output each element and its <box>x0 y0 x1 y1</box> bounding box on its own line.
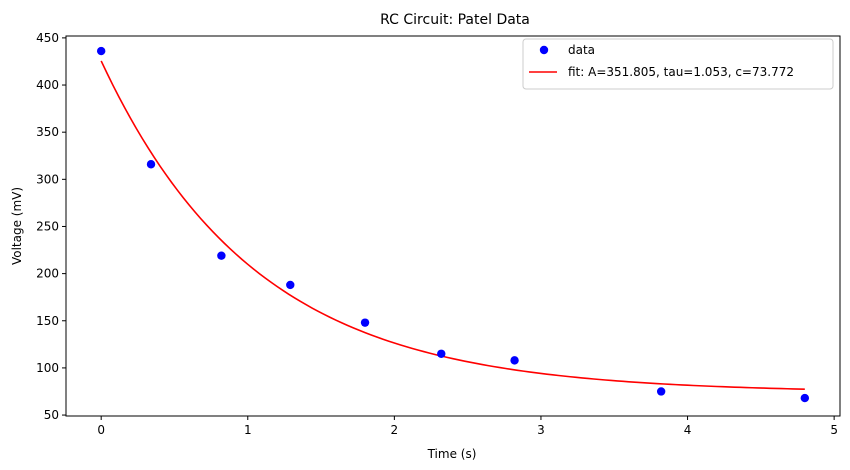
y-tick-label: 400 <box>36 78 59 92</box>
y-tick-label: 100 <box>36 361 59 375</box>
y-axis-label: Voltage (mV) <box>10 187 24 265</box>
data-point <box>96 46 106 56</box>
fit-line <box>100 60 805 390</box>
y-tick-label: 150 <box>36 314 59 328</box>
y-tick-label: 450 <box>36 31 59 45</box>
data-point <box>656 387 666 396</box>
x-axis-label: Time (s) <box>427 447 477 461</box>
x-tick-label: 5 <box>830 423 838 437</box>
chart-title: RC Circuit: Patel Data <box>380 12 530 28</box>
x-tick-label: 4 <box>684 423 692 437</box>
x-axis: 0 1 2 3 4 5 <box>97 416 838 437</box>
data-point <box>146 160 156 169</box>
y-axis: 50 100 150 200 250 300 350 400 450 <box>36 31 66 422</box>
y-tick-label: 250 <box>36 219 59 233</box>
y-tick-label: 300 <box>36 172 59 186</box>
data-point <box>217 251 226 260</box>
y-tick-label: 350 <box>36 125 59 139</box>
legend-marker-data <box>539 45 549 55</box>
x-tick-label: 2 <box>391 423 399 437</box>
data-point <box>437 349 446 358</box>
x-tick-label: 1 <box>244 423 252 437</box>
y-tick-label: 50 <box>44 408 59 422</box>
data-point <box>510 356 519 365</box>
plot-area <box>96 46 810 403</box>
legend-label-fit: fit: A=351.805, tau=1.053, c=73.772 <box>568 65 794 79</box>
x-tick-label: 0 <box>97 423 105 437</box>
legend-box <box>522 38 834 90</box>
data-point <box>286 280 295 290</box>
legend: data fit: A=351.805, tau=1.053, c=73.772 <box>522 38 834 90</box>
legend-label-data: data <box>568 43 595 57</box>
data-point <box>800 393 810 403</box>
data-point <box>360 318 370 327</box>
y-tick-label: 200 <box>36 267 59 281</box>
x-tick-label: 3 <box>537 423 545 437</box>
